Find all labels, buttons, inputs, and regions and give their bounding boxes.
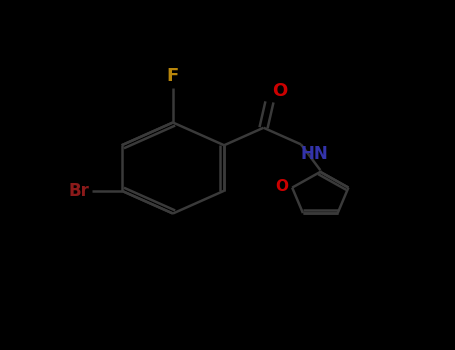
Text: Br: Br	[69, 182, 89, 200]
Text: F: F	[167, 67, 179, 85]
Text: HN: HN	[301, 146, 329, 163]
Text: O: O	[272, 82, 287, 100]
Text: O: O	[276, 179, 288, 194]
